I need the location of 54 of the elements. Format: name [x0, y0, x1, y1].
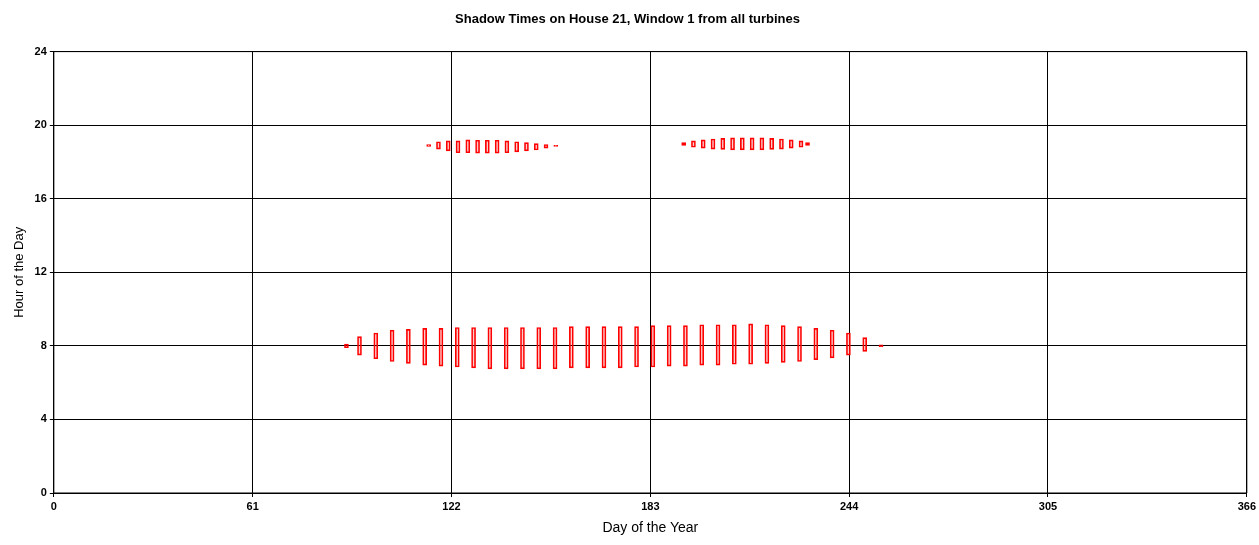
- bar: [514, 141, 520, 153]
- bar: [436, 141, 441, 150]
- bar: [732, 324, 737, 365]
- bar: [406, 328, 411, 364]
- bar: [357, 336, 362, 356]
- bar: [862, 337, 868, 352]
- y-tick-label: 24: [34, 44, 48, 57]
- bar: [569, 326, 574, 369]
- y-axis-title: Hour of the Day: [11, 226, 27, 318]
- x-tick-label: 244: [839, 499, 860, 512]
- x-tick-label: 61: [246, 499, 259, 512]
- bar: [699, 324, 705, 366]
- bar: [779, 138, 784, 150]
- bar: [788, 139, 794, 149]
- bar: [533, 143, 539, 151]
- bar: [475, 139, 480, 154]
- bar: [536, 327, 542, 370]
- bar: [485, 139, 490, 154]
- bar: [422, 328, 428, 366]
- bar: [797, 326, 802, 362]
- y-tick-label: 0: [40, 486, 47, 499]
- bar: [748, 323, 753, 365]
- bar: [520, 327, 525, 370]
- chart-title: Shadow Times on House 21, Window 1 from all turbines: [455, 11, 800, 27]
- x-tick-label: 0: [50, 499, 57, 512]
- bar: [683, 325, 688, 367]
- bar: [846, 332, 851, 356]
- bar: [465, 139, 471, 154]
- y-tick-label: 4: [40, 412, 48, 425]
- bar: [373, 332, 379, 360]
- bar: [700, 139, 706, 149]
- bar: [730, 137, 735, 151]
- bar: [740, 137, 745, 151]
- x-tick-label: 122: [442, 499, 461, 512]
- y-tick-label: 8: [40, 338, 47, 351]
- bar: [720, 138, 726, 150]
- bar: [769, 138, 774, 150]
- bar: [503, 327, 509, 370]
- bar: [471, 327, 476, 369]
- bar: [813, 328, 819, 360]
- y-tick-label: 16: [34, 191, 47, 204]
- x-tick-label: 183: [641, 499, 660, 512]
- x-axis-title: Day of the Year: [602, 519, 699, 536]
- bar: [445, 140, 451, 152]
- y-tick-label: 20: [34, 118, 47, 131]
- y-tick-label: 12: [34, 265, 47, 278]
- bar: [454, 327, 460, 368]
- bar: [524, 142, 529, 152]
- bar: [585, 326, 590, 369]
- x-tick-label: 366: [1237, 499, 1256, 512]
- bar: [780, 325, 786, 363]
- x-tick-label: 305: [1038, 499, 1058, 512]
- bar: [634, 326, 639, 368]
- bar: [617, 326, 623, 369]
